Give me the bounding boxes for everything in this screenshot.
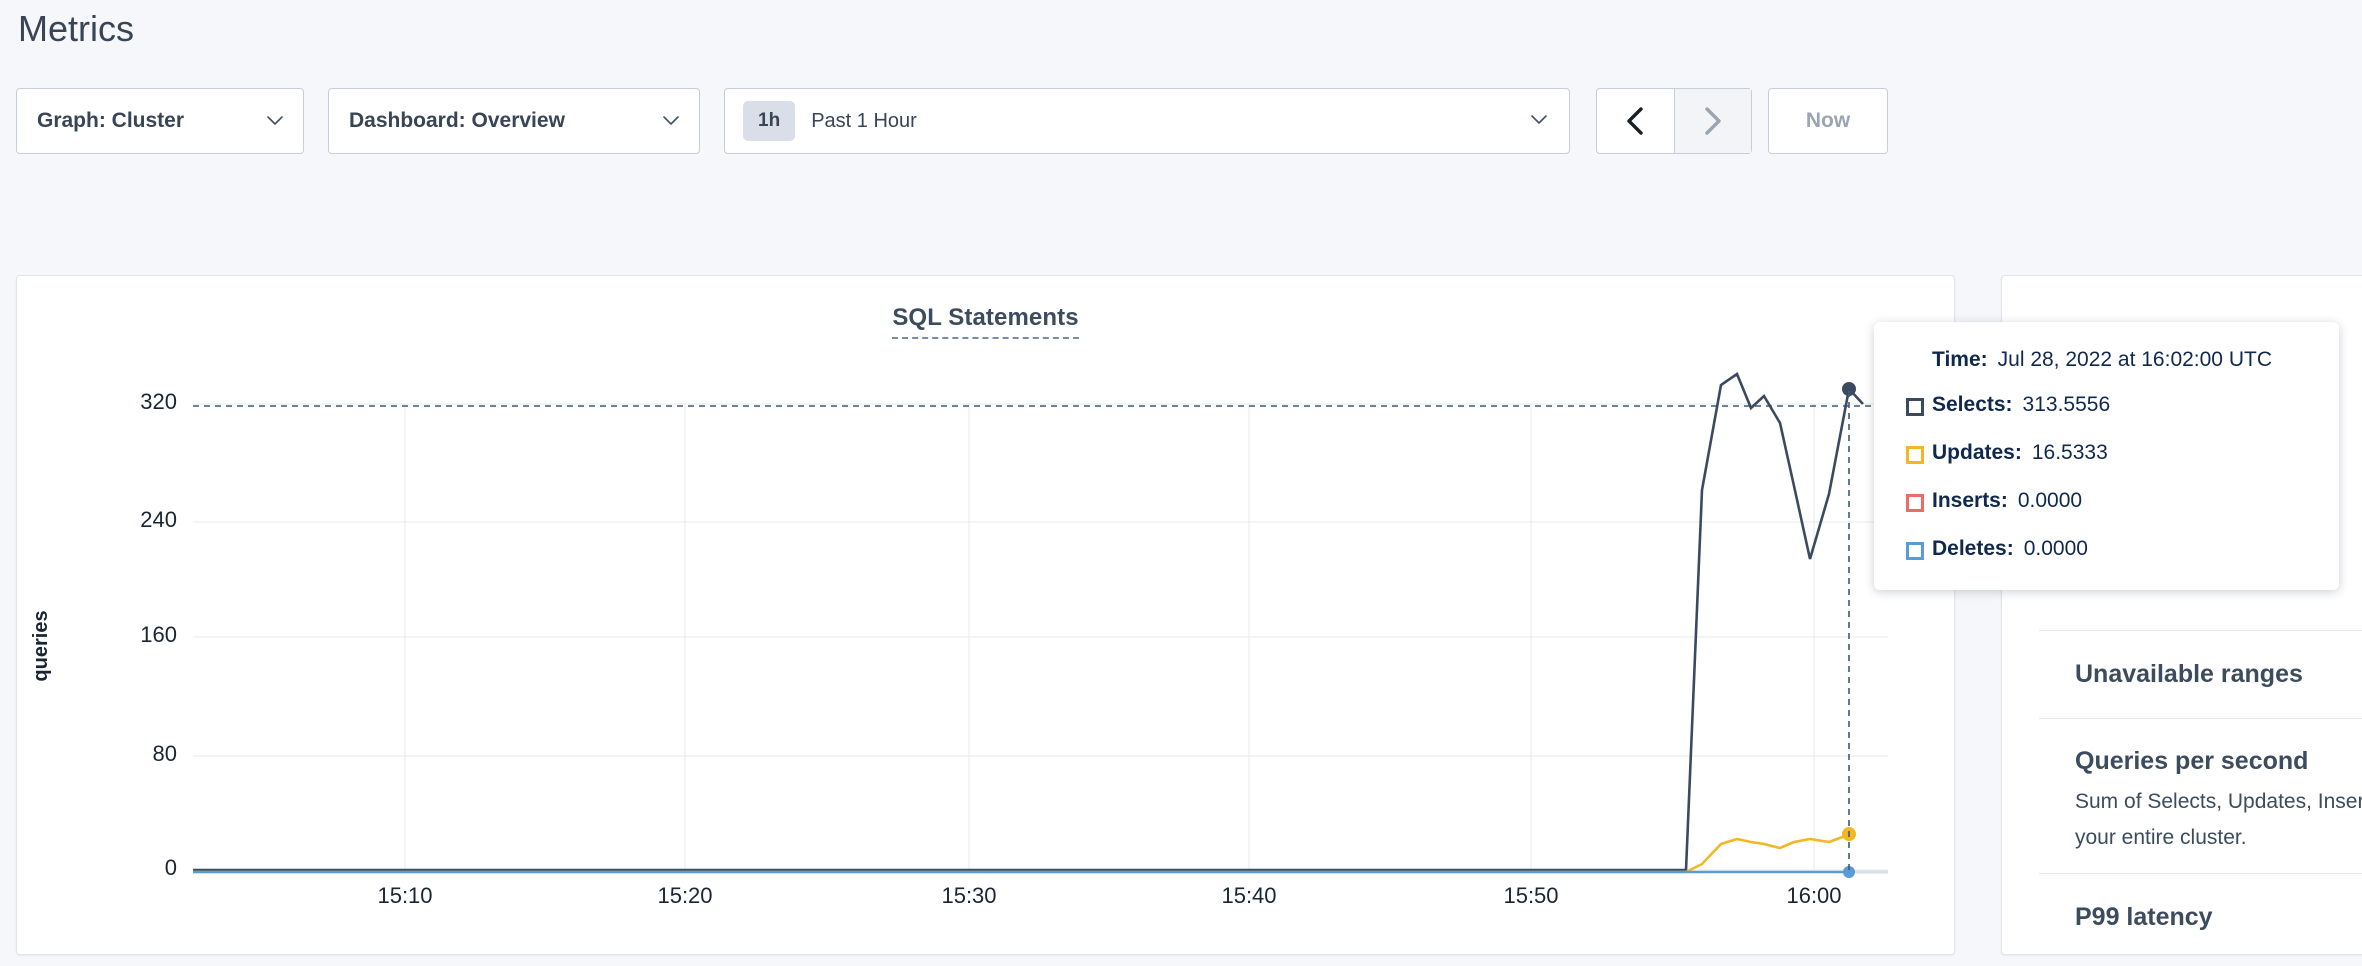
- svg-text:320: 320: [140, 389, 177, 414]
- svg-text:queries: queries: [30, 610, 52, 681]
- svg-text:240: 240: [140, 507, 177, 532]
- svg-text:15:20: 15:20: [657, 883, 712, 908]
- svg-text:80: 80: [153, 741, 177, 766]
- svg-text:15:40: 15:40: [1221, 883, 1276, 908]
- svg-text:0: 0: [165, 855, 177, 880]
- svg-text:15:10: 15:10: [377, 883, 432, 908]
- svg-text:160: 160: [140, 622, 177, 647]
- svg-text:15:50: 15:50: [1503, 883, 1558, 908]
- svg-text:16:00: 16:00: [1786, 883, 1841, 908]
- svg-text:15:30: 15:30: [941, 883, 996, 908]
